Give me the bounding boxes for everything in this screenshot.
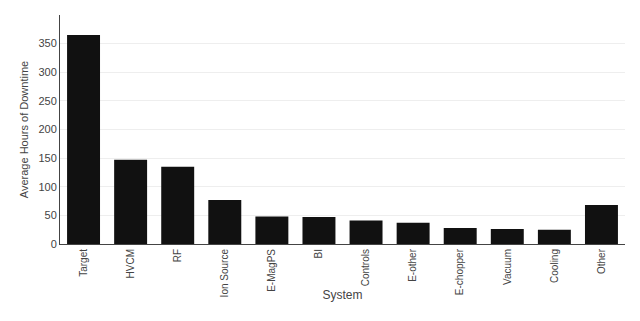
svg-text:Vacuum: Vacuum bbox=[502, 249, 513, 285]
svg-text:50: 50 bbox=[45, 209, 57, 221]
svg-text:100: 100 bbox=[38, 181, 56, 193]
svg-text:E-other: E-other bbox=[407, 248, 418, 281]
svg-text:E-chopper: E-chopper bbox=[454, 248, 465, 295]
svg-text:Cooling: Cooling bbox=[549, 249, 560, 283]
svg-text:350: 350 bbox=[38, 37, 56, 49]
svg-text:Average Hours of Downtime: Average Hours of Downtime bbox=[18, 61, 30, 198]
svg-text:150: 150 bbox=[38, 152, 56, 164]
svg-text:200: 200 bbox=[38, 123, 56, 135]
svg-text:Ion Source: Ion Source bbox=[219, 249, 230, 298]
svg-text:HVCM: HVCM bbox=[125, 249, 136, 278]
svg-text:Target: Target bbox=[78, 249, 89, 277]
svg-text:0: 0 bbox=[51, 238, 57, 250]
svg-text:System: System bbox=[322, 288, 362, 302]
svg-text:Controls: Controls bbox=[360, 249, 371, 286]
svg-text:E-MagPS: E-MagPS bbox=[266, 249, 277, 292]
svg-text:RF: RF bbox=[172, 249, 183, 262]
svg-text:300: 300 bbox=[38, 66, 56, 78]
svg-text:250: 250 bbox=[38, 95, 56, 107]
svg-text:BI: BI bbox=[313, 249, 324, 258]
svg-text:Other: Other bbox=[596, 248, 607, 274]
